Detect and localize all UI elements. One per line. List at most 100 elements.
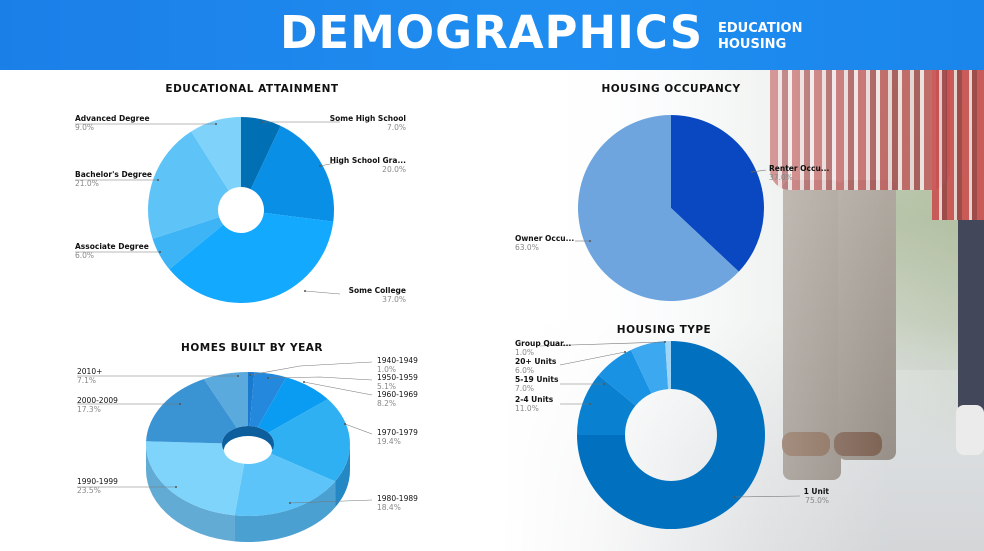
occupancy-label-name-1: Owner Occu... xyxy=(515,234,574,243)
occupancy-label-value-1: 63.0% xyxy=(515,243,539,252)
housing-type-label-value-3: 6.0% xyxy=(515,366,534,375)
homes-label-value-5: 23.5% xyxy=(77,486,101,495)
edu-slice-5 xyxy=(191,117,241,191)
subtitle-housing: HOUSING xyxy=(718,37,787,52)
homes-side-5 xyxy=(146,444,235,542)
occupancy-label-value-0: 37.0% xyxy=(769,173,793,182)
homes-label-name-5: 1990-1999 xyxy=(77,477,118,486)
edu-label-value-4: 21.0% xyxy=(75,179,99,188)
homes-leader-dot-7 xyxy=(237,375,239,377)
header-banner: DEMOGRAPHICS EDUCATION HOUSING xyxy=(0,0,984,70)
housing-type-label-name-0: 1 Unit xyxy=(804,487,830,496)
housing-type-leader-dot-4 xyxy=(664,341,666,343)
subtitle-education: EDUCATION xyxy=(718,21,803,36)
homes-leader-2 xyxy=(303,381,373,396)
homes-side-4 xyxy=(234,481,336,543)
edu-label-name-4: Bachelor's Degree xyxy=(75,170,152,179)
edu-label-name-0: Some High School xyxy=(330,114,406,123)
edu-leader-dot-1 xyxy=(319,165,321,167)
housing-type-label-value-1: 11.0% xyxy=(515,404,539,413)
homes-leader-dot-0 xyxy=(249,374,251,376)
edu-label-name-2: Some College xyxy=(349,286,406,295)
chart-title-occupancy: HOUSING OCCUPANCY xyxy=(601,83,741,95)
occupancy-slice-1 xyxy=(577,115,739,301)
homes-slice-2 xyxy=(257,377,328,433)
housing-type-label-value-4: 1.0% xyxy=(515,348,534,357)
homes-leader-dot-1 xyxy=(267,377,269,379)
edu-leader-1 xyxy=(319,161,341,167)
housing-type-leader-3 xyxy=(559,351,626,366)
homes-leader-dot-2 xyxy=(303,381,305,383)
homes-label-value-1: 5.1% xyxy=(377,382,396,391)
homes-label-value-6: 17.3% xyxy=(77,405,101,414)
edu-leader-dot-3 xyxy=(159,251,161,253)
edu-leader-dot-0 xyxy=(261,121,263,123)
homes-leader-dot-3 xyxy=(344,423,346,425)
edu-leader-dot-2 xyxy=(304,290,306,292)
homes-slice-5 xyxy=(146,441,245,516)
edu-label-name-5: Advanced Degree xyxy=(75,114,150,123)
homes-leader-dot-4 xyxy=(289,502,291,504)
edu-slice-0 xyxy=(241,117,281,190)
occupancy-leader-dot-0 xyxy=(751,171,753,173)
homes-leader-3 xyxy=(344,423,373,435)
housing-type-leader-0 xyxy=(734,495,801,498)
occupancy-label-name-0: Renter Occu... xyxy=(769,164,829,173)
header-subtitle: EDUCATION HOUSING xyxy=(718,21,802,53)
housing-type-leader-dot-1 xyxy=(589,403,591,405)
edu-label-name-1: High School Gra... xyxy=(330,156,406,165)
homes-label-value-0: 1.0% xyxy=(377,365,396,374)
housing-type-label-name-3: 20+ Units xyxy=(515,357,557,366)
homes-slice-1 xyxy=(249,372,287,428)
housing-type-leader-dot-3 xyxy=(624,351,626,353)
housing-type-slice-1 xyxy=(577,375,636,435)
chart-title-housing-type: HOUSING TYPE xyxy=(616,324,712,336)
page-title: DEMOGRAPHICS xyxy=(280,6,704,59)
edu-slice-2 xyxy=(169,212,334,303)
homes-slice-0 xyxy=(248,372,255,427)
homes-label-value-4: 18.4% xyxy=(377,503,401,512)
homes-label-7: 2010+7.1% xyxy=(77,367,239,385)
edu-slice-4 xyxy=(148,131,229,239)
homes-label-value-7: 7.1% xyxy=(77,376,96,385)
edu-label-value-2: 37.0% xyxy=(382,295,406,304)
homes-side-3 xyxy=(335,444,350,508)
housing-type-label-name-2: 5-19 Units xyxy=(515,375,559,384)
edu-slice-3 xyxy=(152,217,224,270)
homes-hole xyxy=(224,436,272,464)
housing-type-label-name-1: 2-4 Units xyxy=(515,395,554,404)
housing-type-label-name-4: Group Quar... xyxy=(515,339,571,348)
edu-slice-1 xyxy=(250,125,334,222)
occupancy-label-1: Owner Occu...63.0% xyxy=(515,234,591,252)
edu-leader-dot-5 xyxy=(215,123,217,125)
housing-type-leader-4 xyxy=(539,341,666,347)
homes-leader-1 xyxy=(267,376,373,381)
homes-slice-3 xyxy=(268,399,350,482)
homes-label-name-7: 2010+ xyxy=(77,367,102,376)
occupancy-leader-dot-1 xyxy=(589,240,591,242)
homes-label-name-2: 1960-1969 xyxy=(377,390,418,399)
housing-type-slice-4 xyxy=(665,341,671,390)
homes-leader-0 xyxy=(249,361,373,376)
homes-label-name-3: 1970-1979 xyxy=(377,428,418,437)
homes-label-value-3: 19.4% xyxy=(377,437,401,446)
housing-type-label-value-2: 7.0% xyxy=(515,384,534,393)
housing-type-slice-0 xyxy=(577,341,765,529)
homes-slice-7 xyxy=(203,372,248,428)
homes-slice-6 xyxy=(146,379,237,444)
edu-leader-2 xyxy=(304,290,341,295)
occupancy-leader-0 xyxy=(751,169,767,173)
homes-label-value-2: 8.2% xyxy=(377,399,396,408)
housing-type-label-4: Group Quar...1.0% xyxy=(515,339,666,357)
housing-type-leader-dot-0 xyxy=(734,496,736,498)
